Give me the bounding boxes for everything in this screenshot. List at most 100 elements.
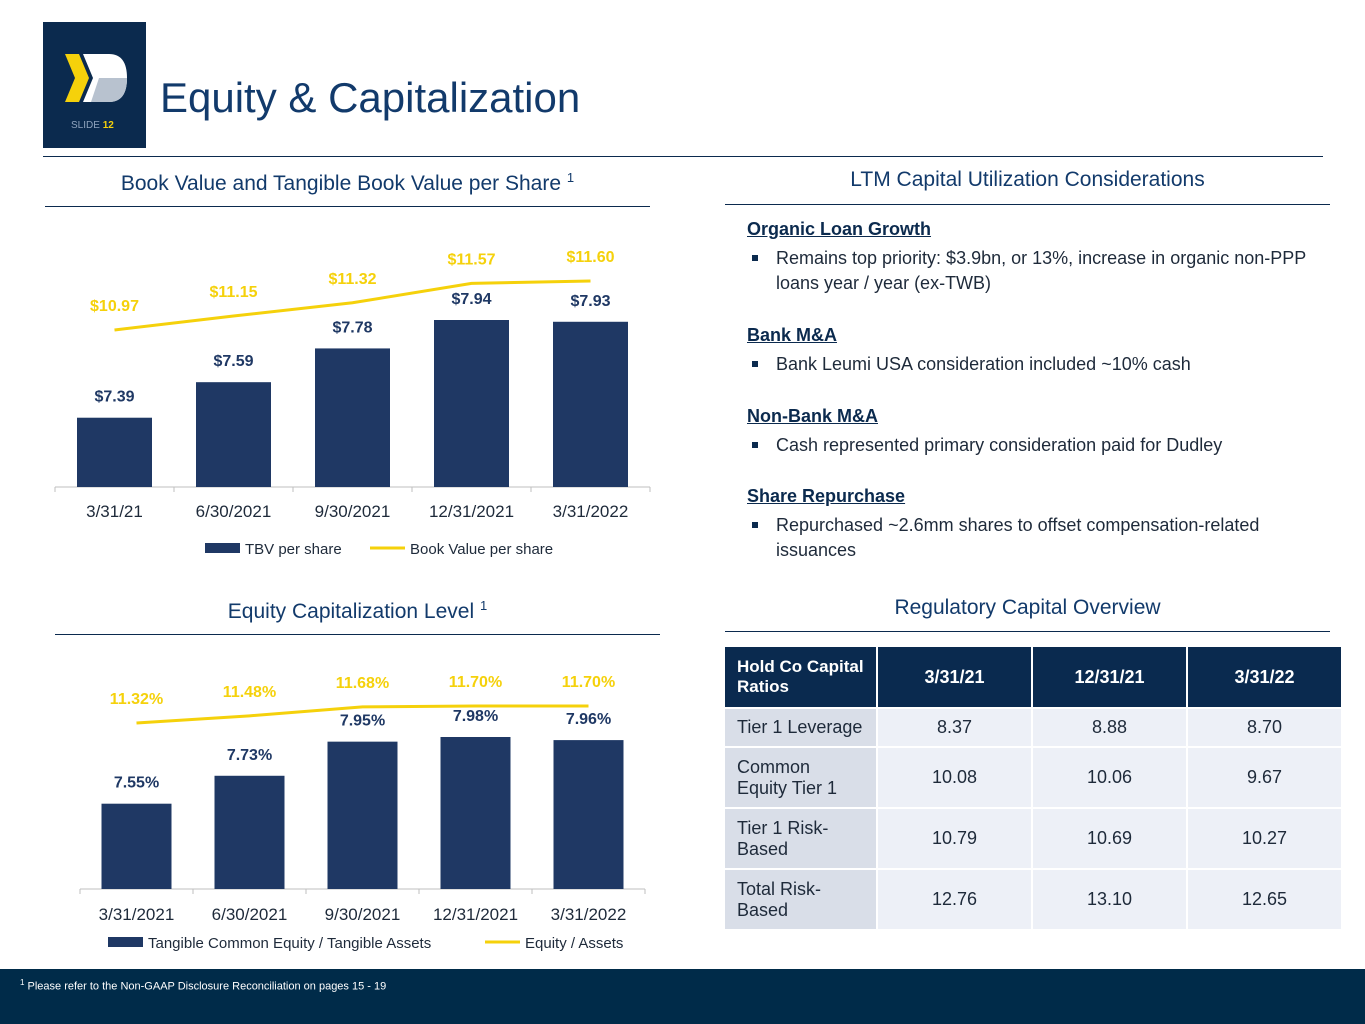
chart-rule [45,206,650,207]
panel-title: LTM Capital Utilization Considerations [850,168,1205,191]
bar-label: $7.39 [94,389,134,406]
bar [196,382,271,487]
legend-swatch [108,937,143,947]
line-label: 11.70% [562,674,615,691]
table-cell: 8.37 [878,709,1031,746]
bar-label: 7.98% [453,708,498,725]
x-tick-label: 3/31/2022 [553,502,629,521]
table-cell: Tier 1 Leverage [725,709,876,746]
table-row: Common Equity Tier 1 10.08 10.06 9.67 [725,748,1341,807]
bar-label: 7.96% [566,711,611,728]
bar [101,803,172,889]
capital-section: Share Repurchase Repurchased ~2.6mm share… [747,486,1297,563]
table-header-cell: 3/31/22 [1188,647,1341,707]
x-tick-label: 6/30/2021 [212,905,288,924]
bar-label: 7.73% [227,747,272,764]
line-label: $11.60 [566,249,614,266]
footnote: 1 Please refer to the Non-GAAP Disclosur… [20,978,387,993]
table-cell: 9.67 [1188,748,1341,807]
section-heading: Non-Bank M&A [747,406,878,426]
chart-rule [55,634,660,635]
bar [327,741,398,889]
capital-section: Non-Bank M&A Cash represented primary con… [747,406,1297,458]
line [136,704,589,725]
x-tick-label: 6/30/2021 [196,502,272,521]
line-label: 11.68% [336,675,389,692]
bar-label: 7.55% [114,775,159,792]
capital-section: Bank M&A Bank Leumi USA consideration inc… [747,325,1297,377]
x-tick-label: 9/30/2021 [325,905,401,924]
table-cell: 10.69 [1033,809,1186,868]
table-cell: 10.08 [878,748,1031,807]
table-cell: 10.06 [1033,748,1186,807]
legend-label: TBV per share [245,541,342,558]
table-rule [725,631,1330,632]
legend-label: Book Value per share [410,541,553,558]
line-label: $10.97 [90,298,139,315]
bar [434,320,509,487]
bar-label: 7.95% [340,713,385,730]
chart-title: Book Value and Tangible Book Value per S… [120,170,575,195]
table-cell: 12.65 [1188,870,1341,929]
table-header-row: Hold Co Capital Ratios 3/31/21 12/31/21 3/3… [725,647,1341,707]
table-cell: Total Risk-Based [725,870,876,929]
page-title: Equity & Capitalization [160,74,581,121]
section-heading: Organic Loan Growth [747,219,932,239]
legend-label: Tangible Common Equity / Tangible Assets [148,935,431,952]
section-heading: Share Repurchase [747,486,906,506]
table-cell: 10.27 [1188,809,1341,868]
line-label: $11.57 [447,251,495,268]
x-tick-label: 12/31/2021 [433,905,518,924]
legend-label: Equity / Assets [525,935,623,952]
line-label: 11.70% [449,674,502,691]
capital-section: Organic Loan Growth Remains top priority:… [747,219,1306,296]
table-title: Regulatory Capital Overview [894,596,1161,619]
bullet-item: Bank Leumi USA consideration included ~1… [752,352,1326,377]
table-cell: 8.70 [1188,709,1341,746]
table-cell: 8.88 [1033,709,1186,746]
bar [77,417,152,487]
bar [315,348,390,487]
bullet-item: Cash represented primary consideration p… [752,433,1326,458]
bar [214,775,285,889]
section-heading: Bank M&A [747,325,838,345]
x-tick-label: 3/31/2021 [99,905,175,924]
table-cell: 10.79 [878,809,1031,868]
line [114,279,591,332]
table-cell: 12.76 [878,870,1031,929]
bar [553,321,628,487]
line-label: $11.15 [209,284,257,301]
x-tick-label: 3/31/21 [86,502,143,521]
bar-label: $7.93 [570,293,610,310]
x-tick-label: 12/31/2021 [429,502,514,521]
bar [440,737,511,889]
table-row: Total Risk-Based 12.76 13.10 12.65 [725,870,1341,929]
capital-table: Hold Co Capital Ratios 3/31/21 12/31/21 3/3… [723,645,1343,931]
slide-label: SLIDE 12 [71,120,114,131]
bar-label: $7.94 [451,291,491,308]
line-label: $11.32 [328,271,376,288]
table-row: Tier 1 Leverage 8.37 8.88 8.70 [725,709,1341,746]
bar-label: $7.78 [332,319,372,336]
table-row: Tier 1 Risk-Based 10.79 10.69 10.27 [725,809,1341,868]
table-body: Tier 1 Leverage 8.37 8.88 8.70 Common Equity… [725,709,1341,929]
table-header-cell: Hold Co Capital Ratios [725,647,876,707]
chart-title: Equity Capitalization Level 1 [227,598,488,623]
table-cell: 13.10 [1033,870,1186,929]
table-header-cell: 3/31/21 [878,647,1031,707]
table-wrap: Hold Co Capital Ratios 3/31/21 12/31/21 3/3… [723,645,1343,931]
logo-mark [65,54,127,102]
legend-swatch [205,543,240,553]
bar-label: $7.59 [213,353,253,370]
bar [553,740,624,889]
header-rule [43,156,1323,157]
table-cell: Tier 1 Risk-Based [725,809,876,868]
x-tick-label: 9/30/2021 [315,502,391,521]
table-header-cell: 12/31/21 [1033,647,1186,707]
line-label: 11.48% [223,684,276,701]
panel-rule [725,204,1330,205]
footer: 1 Please refer to the Non-GAAP Disclosur… [0,969,1365,1024]
bullet-item: Remains top priority: $3.9bn, or 13%, in… [752,246,1326,296]
